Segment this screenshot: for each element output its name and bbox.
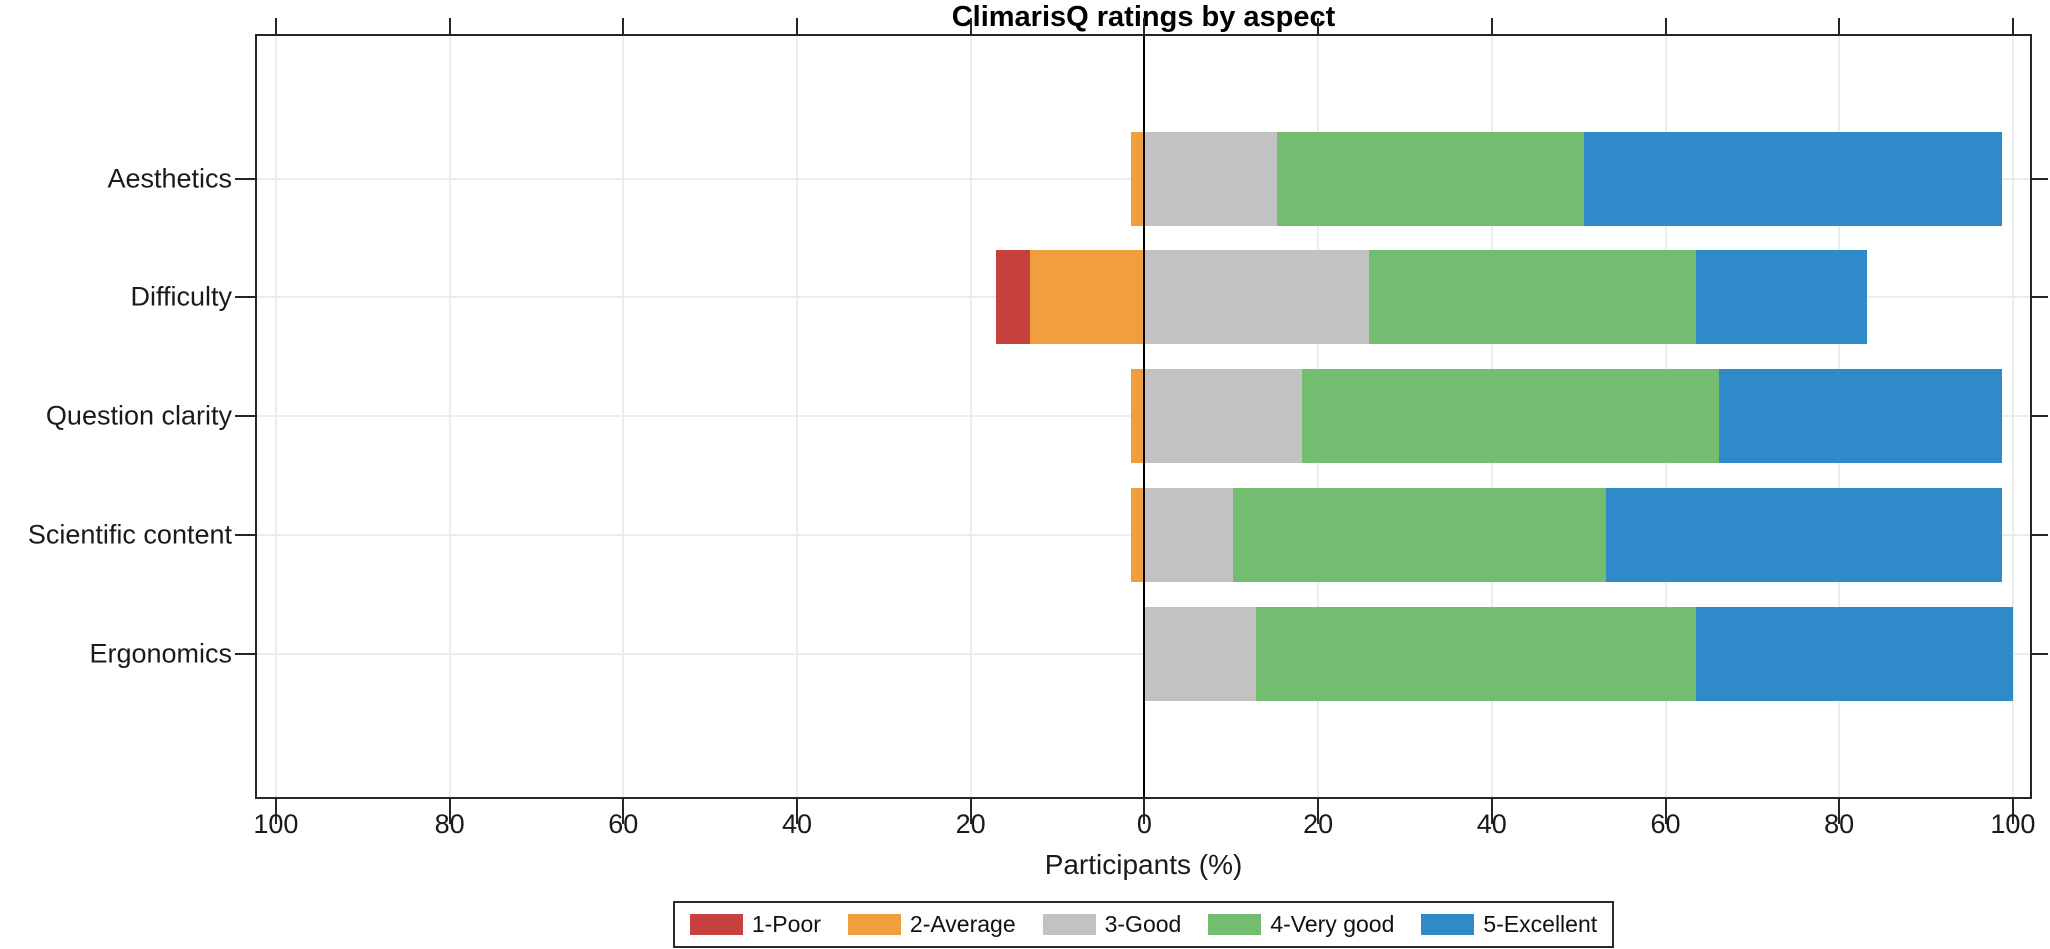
legend-item: 3-Good [1042, 911, 1182, 938]
legend-label: 5-Excellent [1483, 911, 1598, 937]
legend-label: 2-Average [909, 911, 1016, 937]
legend-label: 4-Very good [1270, 911, 1395, 937]
zero-line [1143, 36, 1146, 797]
legend-label: 1-Poor [751, 911, 821, 937]
x-tick-label: 60 [1650, 809, 1681, 839]
legend-swatch [1042, 914, 1096, 935]
y-axis-tick-left [235, 415, 257, 417]
x-axis-tick-bottom [1143, 797, 1146, 824]
x-axis-tick-bottom [796, 797, 798, 824]
x-tick-label: 40 [781, 809, 813, 839]
x-axis-tick-top [1143, 18, 1146, 36]
legend-swatch [689, 914, 743, 935]
x-axis-tick-bottom [1664, 797, 1667, 824]
legend: 1-Poor 2-Average 3-Good 4-Very good 5-Excell… [255, 901, 2032, 948]
y-axis-tick-right [2030, 178, 2048, 180]
x-tick-label: 100 [1990, 809, 2036, 839]
legend-swatch [1421, 914, 1475, 935]
category-label: Aesthetics [107, 163, 232, 194]
x-axis-tick-bottom [274, 797, 277, 824]
legend-item: 2-Average [847, 911, 1016, 938]
bar-segment [1695, 607, 2013, 701]
bar-segment [1131, 488, 1145, 582]
y-axis-tick-right [2030, 653, 2048, 655]
bar-segment [1255, 607, 1696, 701]
bar-segment [1144, 369, 1302, 463]
x-axis-tick-top [796, 18, 798, 36]
x-tick-label: 80 [1824, 809, 1855, 839]
y-axis-tick-left [235, 653, 257, 655]
category-label: Ergonomics [89, 638, 232, 669]
y-axis-tick-right [2030, 415, 2048, 417]
bar-segment [1144, 488, 1233, 582]
bar-segment [1301, 369, 1720, 463]
legend-item: 5-Excellent [1421, 911, 1597, 938]
x-axis-tick-top [1490, 18, 1493, 36]
x-axis-tick-bottom [2011, 797, 2014, 824]
x-tick-label: 60 [608, 809, 639, 839]
x-axis-tick-bottom [1490, 797, 1493, 824]
bar-segment [1277, 132, 1584, 226]
x-axis-tick-top [969, 18, 972, 36]
x-axis-tick-bottom [1317, 797, 1320, 824]
legend-swatch [1208, 914, 1262, 935]
bar-segment [1144, 607, 1256, 701]
x-axis-tick-top [1317, 18, 1320, 36]
legend-box: 1-Poor 2-Average 3-Good 4-Very good 5-Excell… [672, 901, 1615, 948]
x-tick-label: 0 [1136, 809, 1152, 839]
bar-segment [1583, 132, 2002, 226]
x-axis-tick-top [2011, 18, 2014, 36]
x-axis-tick-bottom [969, 797, 972, 824]
category-label: Question clarity [45, 400, 232, 431]
bar-segment [1232, 488, 1607, 582]
x-axis-tick-bottom [622, 797, 625, 824]
x-tick-label: 100 [253, 809, 299, 839]
bar-segment [1606, 488, 2002, 582]
legend-item: 1-Poor [689, 911, 821, 938]
category-label: Scientific content [27, 519, 232, 550]
x-tick-label: 20 [955, 809, 986, 839]
legend-item: 4-Very good [1208, 911, 1394, 938]
bar-segment [1131, 132, 1145, 226]
x-axis-tick-bottom [1838, 797, 1841, 824]
plot-area: 100 80 60 40 20 0 20 40 60 80 100 Aesthetics Difficu… [28, 18, 2048, 838]
x-tick-label: 40 [1476, 809, 1507, 839]
x-axis-tick-top [274, 18, 277, 36]
x-tick-label: 80 [434, 809, 465, 839]
bar-segment [1144, 250, 1370, 344]
x-axis-tick-top [1838, 18, 1841, 36]
legend-swatch [847, 914, 901, 935]
bar-segment [1369, 250, 1696, 344]
bar-segment [1029, 250, 1145, 344]
legend-label: 3-Good [1104, 911, 1182, 937]
x-axis-label: Participants (%) [1044, 849, 1243, 880]
x-axis-tick-top [448, 18, 451, 36]
x-axis-tick-bottom [448, 797, 451, 824]
y-axis-tick-left [235, 296, 257, 298]
bar-segment [1695, 250, 1867, 344]
bar-segment [995, 250, 1030, 344]
category-label: Difficulty [130, 281, 232, 312]
y-axis-tick-right [2030, 296, 2048, 298]
x-axis-tick-top [622, 18, 625, 36]
bar-segment [1144, 132, 1278, 226]
y-axis-tick-left [235, 534, 257, 536]
bar-segment [1719, 369, 2002, 463]
y-axis-tick-left [235, 178, 257, 180]
x-tick-label: 20 [1303, 809, 1334, 839]
bar-segment [1131, 369, 1145, 463]
x-axis-tick-top [1664, 18, 1667, 36]
y-axis-tick-right [2030, 534, 2048, 536]
